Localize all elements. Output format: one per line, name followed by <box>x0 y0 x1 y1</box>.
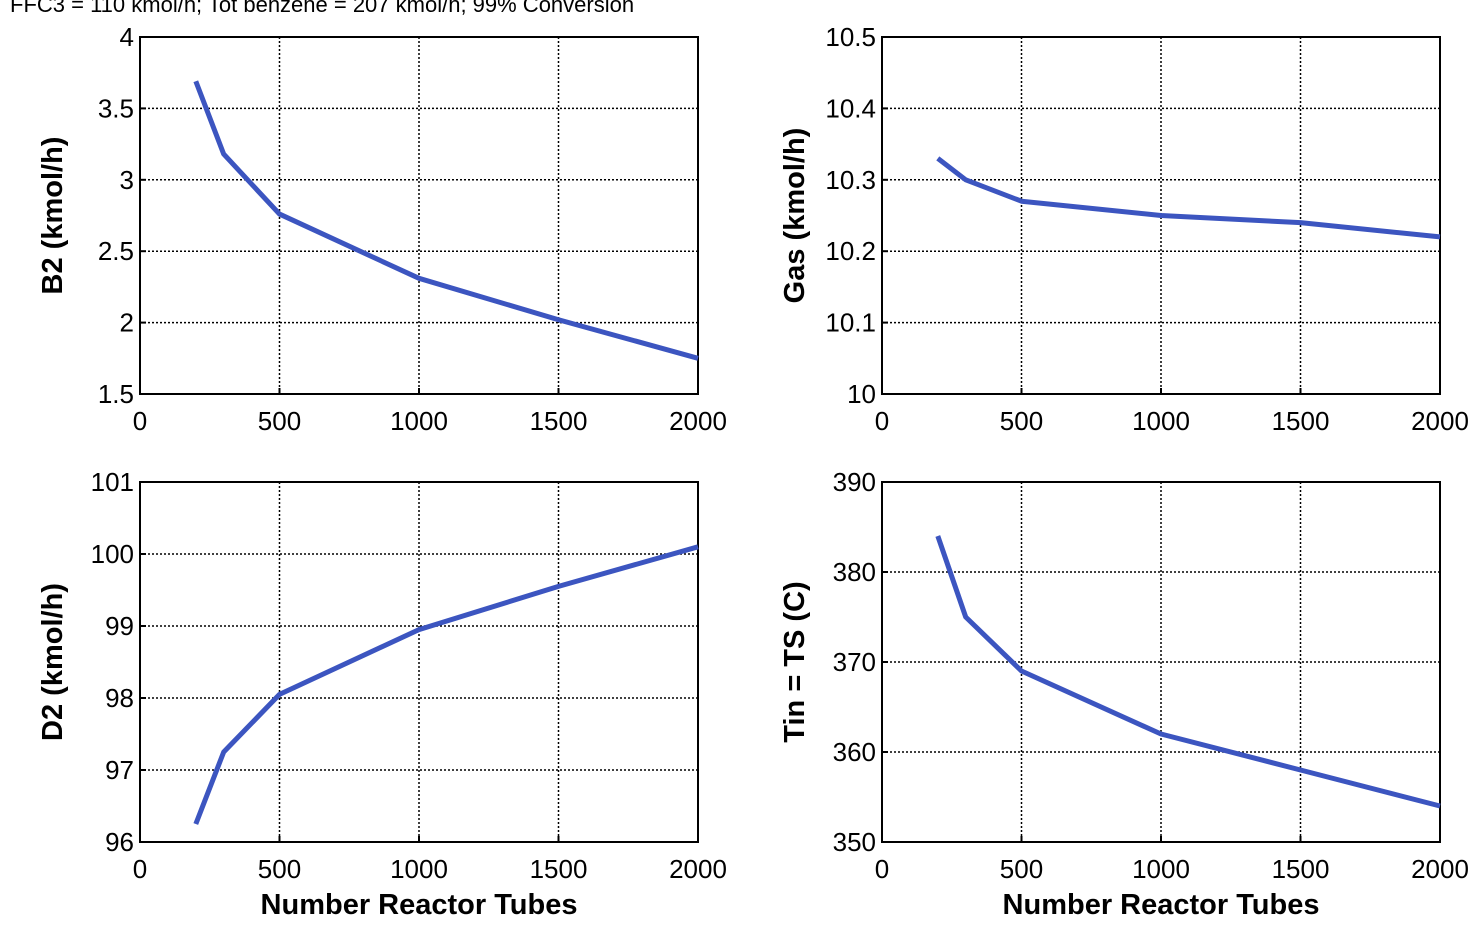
y-tick-label: 10.4 <box>825 93 876 123</box>
y-tick-label: 96 <box>105 827 134 857</box>
x-tick-label: 2000 <box>669 854 727 884</box>
plot-frame <box>139 481 699 843</box>
y-tick-label: 2.5 <box>98 236 134 266</box>
y-tick-label: 3.5 <box>98 93 134 123</box>
plot-frame <box>139 36 699 395</box>
x-tick-label: 0 <box>133 406 147 436</box>
y-tick-label: 390 <box>833 467 876 497</box>
x-tick-label: 1000 <box>1132 406 1190 436</box>
y-tick-label: 2 <box>120 308 134 338</box>
y-tick-label: 10.3 <box>825 165 876 195</box>
y-tick-label: 4 <box>120 22 134 52</box>
y-tick-label: 380 <box>833 557 876 587</box>
x-tick-label: 0 <box>875 854 889 884</box>
plot-frame <box>881 36 1441 395</box>
x-tick-label: 1000 <box>390 854 448 884</box>
y-tick-label: 10.1 <box>825 308 876 338</box>
x-tick-label: 1500 <box>530 854 588 884</box>
y-tick-label: 1.5 <box>98 379 134 409</box>
y-tick-label: 350 <box>833 827 876 857</box>
y-tick-label: 10.5 <box>825 22 876 52</box>
y-tick-label: 100 <box>91 539 134 569</box>
y-tick-label: 370 <box>833 647 876 677</box>
x-tick-label: 500 <box>1000 406 1043 436</box>
data-line <box>936 156 1441 240</box>
x-tick-label: 1000 <box>390 406 448 436</box>
x-tick-label: 0 <box>875 406 889 436</box>
x-tick-label: 2000 <box>669 406 727 436</box>
x-tick-label: 2000 <box>1411 854 1469 884</box>
y-tick-label: 97 <box>105 755 134 785</box>
y-axis-label: Gas (kmol/h) <box>779 128 811 304</box>
data-line <box>935 535 1441 809</box>
data-line <box>193 80 699 361</box>
plot-frame <box>881 481 1441 843</box>
x-tick-label: 0 <box>133 854 147 884</box>
y-tick-label: 360 <box>833 737 876 767</box>
x-tick-label: 1500 <box>1272 406 1330 436</box>
y-tick-label: 101 <box>91 467 134 497</box>
y-tick-label: 3 <box>120 165 134 195</box>
data-line <box>193 544 699 825</box>
y-axis-label: B2 (kmol/h) <box>37 137 69 295</box>
x-tick-label: 1500 <box>1272 854 1330 884</box>
y-tick-label: 10.2 <box>825 236 876 266</box>
x-tick-label: 1500 <box>530 406 588 436</box>
x-axis-label: Number Reactor Tubes <box>261 889 578 921</box>
x-tick-label: 2000 <box>1411 406 1469 436</box>
y-axis-label: Tin = TS (C) <box>779 581 811 742</box>
y-tick-label: 98 <box>105 683 134 713</box>
y-axis-label: D2 (kmol/h) <box>37 583 69 741</box>
x-tick-label: 1000 <box>1132 854 1190 884</box>
y-tick-label: 10 <box>847 379 876 409</box>
y-tick-label: 99 <box>105 611 134 641</box>
x-axis-label: Number Reactor Tubes <box>1003 889 1320 921</box>
figure-title: FFC3 = 110 kmol/h; Tot benzene = 207 kmo… <box>10 0 634 17</box>
x-tick-label: 500 <box>258 406 301 436</box>
x-tick-label: 500 <box>258 854 301 884</box>
x-tick-label: 500 <box>1000 854 1043 884</box>
